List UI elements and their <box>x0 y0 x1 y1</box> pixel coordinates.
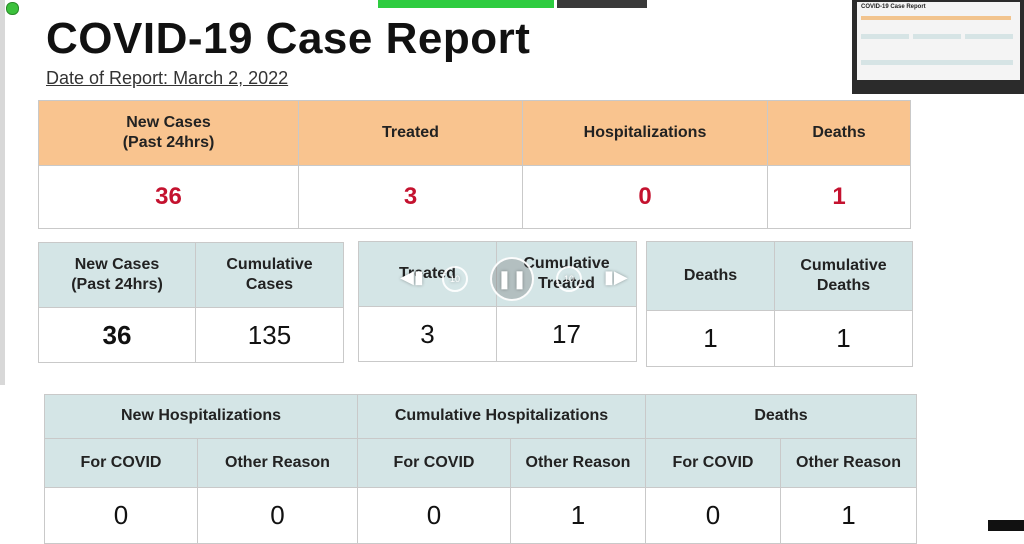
summary-value-deaths: 1 <box>767 165 911 229</box>
video-controls: ◀▮ 10 ❚❚ 10 ▮▶ <box>398 255 628 305</box>
thumbnail-summary-row <box>861 16 1011 20</box>
summary-table: New Cases (Past 24hrs) Treated Hospitali… <box>38 100 911 229</box>
status-indicator-icon <box>6 2 19 15</box>
value-new-other-reason: 0 <box>197 487 358 544</box>
summary-header-treated: Treated <box>298 100 523 166</box>
fast-forward-icon[interactable]: 10 <box>556 266 582 292</box>
thumbnail-table-cell <box>965 34 1013 39</box>
cases-value-new: 36 <box>38 307 196 363</box>
cases-header-cumulative: Cumulative Cases <box>195 242 344 308</box>
skip-forward-icon[interactable]: ▮▶ <box>604 267 628 287</box>
treated-header: Treated <box>358 241 497 307</box>
deaths-header-cumulative: Cumulative Deaths <box>774 241 913 311</box>
subheader-cumulative-for-covid: For COVID <box>357 437 511 489</box>
treated-value: 3 <box>358 306 497 362</box>
skip-back-icon[interactable]: ◀▮ <box>400 267 424 287</box>
cases-value-cumulative: 135 <box>195 307 344 363</box>
bottom-overlay-icon <box>927 497 985 533</box>
value-cumulative-for-covid: 0 <box>357 487 511 544</box>
thumbnail-table-cell <box>913 34 961 39</box>
deaths-header: Deaths <box>646 241 775 311</box>
bottom-corner-bar <box>988 520 1024 531</box>
hospitalizations-table: New Hospitalizations Cumulative Hospital… <box>44 394 918 544</box>
treated-value-cumulative: 17 <box>496 306 637 362</box>
summary-header-deaths: Deaths <box>767 100 911 166</box>
value-deaths-for-covid: 0 <box>645 487 781 544</box>
view-options-button[interactable] <box>557 0 647 8</box>
summary-value-new-cases: 36 <box>38 165 299 229</box>
group-header-deaths: Deaths <box>644 394 918 439</box>
summary-header-new-cases: New Cases (Past 24hrs) <box>38 100 299 166</box>
presenter-thumbnail[interactable]: COVID-19 Case Report <box>852 0 1024 94</box>
group-header-new-hospitalizations: New Hospitalizations <box>44 394 358 439</box>
rewind-icon[interactable]: 10 <box>442 266 468 292</box>
report-date: Date of Report: March 2, 2022 <box>46 68 289 88</box>
subheader-deaths-other-reason: Other Reason <box>779 437 918 489</box>
value-deaths-other-reason: 1 <box>779 487 918 544</box>
summary-value-hospitalizations: 0 <box>522 165 768 229</box>
subheader-deaths-for-covid: For COVID <box>645 437 781 489</box>
window-edge <box>0 0 5 385</box>
deaths-table: Deaths Cumulative Deaths 1 1 <box>646 241 913 367</box>
deaths-value: 1 <box>646 310 775 367</box>
thumbnail-table-cell <box>861 34 909 39</box>
value-new-for-covid: 0 <box>44 487 198 544</box>
subheader-new-for-covid: For COVID <box>44 437 198 489</box>
value-cumulative-other-reason: 1 <box>510 487 646 544</box>
subheader-new-other-reason: Other Reason <box>197 437 358 489</box>
pause-icon[interactable]: ❚❚ <box>490 257 534 301</box>
page-title: COVID-19 Case Report <box>46 14 531 63</box>
deaths-value-cumulative: 1 <box>774 310 913 367</box>
thumbnail-title: COVID-19 Case Report <box>861 4 926 10</box>
summary-value-treated: 3 <box>298 165 523 229</box>
summary-header-hospitalizations: Hospitalizations <box>522 100 768 166</box>
group-header-cumulative-hospitalizations: Cumulative Hospitalizations <box>357 394 646 439</box>
presenter-banner <box>378 0 554 8</box>
thumbnail-table-row <box>861 60 1013 65</box>
cases-header-new: New Cases (Past 24hrs) <box>38 242 196 308</box>
cases-table: New Cases (Past 24hrs) Cumulative Cases … <box>38 242 344 363</box>
subheader-cumulative-other-reason: Other Reason <box>510 437 646 489</box>
thumbnail-slide-preview: COVID-19 Case Report <box>857 2 1020 80</box>
